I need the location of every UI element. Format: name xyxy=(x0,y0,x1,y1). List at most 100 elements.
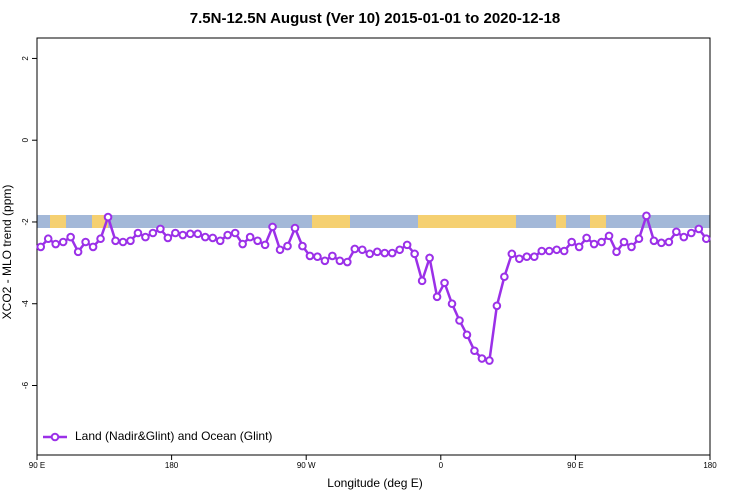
x-axis-label: Longitude (deg E) xyxy=(327,476,422,490)
data-point xyxy=(81,237,90,247)
data-point xyxy=(51,239,60,249)
data-point xyxy=(559,246,569,256)
data-point xyxy=(313,252,322,262)
x-tick-label: 90 E xyxy=(567,461,583,470)
data-point xyxy=(694,224,704,234)
data-point xyxy=(612,247,621,257)
data-point xyxy=(417,276,427,286)
data-point xyxy=(515,254,524,264)
data-point xyxy=(522,252,532,262)
data-point xyxy=(365,249,375,259)
data-point xyxy=(335,256,345,266)
data-point xyxy=(537,246,547,256)
data-point xyxy=(73,247,83,257)
x-tick-label: 180 xyxy=(703,461,717,470)
data-point xyxy=(141,232,150,242)
data-point xyxy=(290,223,300,233)
data-point xyxy=(66,232,75,242)
data-point xyxy=(156,224,165,234)
x-tick-label: 0 xyxy=(439,461,444,470)
data-point xyxy=(619,237,629,247)
data-point xyxy=(185,229,195,239)
data-point xyxy=(574,242,584,252)
data-point xyxy=(672,227,681,237)
data-point xyxy=(492,301,502,311)
data-point xyxy=(223,230,232,240)
data-point xyxy=(343,257,352,267)
data-point xyxy=(171,228,180,238)
data-point xyxy=(208,233,218,243)
chart-title: 7.5N-12.5N August (Ver 10) 2015-01-01 to… xyxy=(190,10,560,27)
data-point xyxy=(133,228,143,238)
data-point xyxy=(103,212,113,222)
data-point xyxy=(350,244,360,254)
legend-marker xyxy=(50,432,60,442)
data-point xyxy=(245,232,255,242)
data-point xyxy=(485,356,494,365)
data-point xyxy=(275,245,285,255)
data-point xyxy=(529,252,539,262)
y-tick-label: -2 xyxy=(21,218,30,226)
data-point xyxy=(215,236,225,246)
data-point xyxy=(500,272,509,282)
data-point xyxy=(357,245,367,255)
y-tick-label: 2 xyxy=(21,56,30,61)
legend-label: Land (Nadir&Glint) and Ocean (Glint) xyxy=(75,429,272,443)
data-point xyxy=(298,241,307,251)
data-point xyxy=(380,248,390,258)
x-tick-label: 90 W xyxy=(297,461,316,470)
data-point xyxy=(193,229,203,239)
data-point xyxy=(320,256,330,266)
data-point xyxy=(425,253,434,263)
data-point xyxy=(477,354,487,363)
data-point xyxy=(372,247,382,257)
data-point xyxy=(36,242,46,252)
data-point xyxy=(649,236,659,246)
data-point xyxy=(552,245,562,255)
y-axis-label: XCO2 - MLO trend (ppm) xyxy=(0,185,14,320)
data-point xyxy=(283,241,292,251)
data-point xyxy=(432,292,442,302)
data-point xyxy=(163,233,173,243)
data-point xyxy=(88,242,98,252)
data-point xyxy=(634,234,644,244)
data-point xyxy=(260,240,270,250)
data-point xyxy=(238,239,247,249)
data-point xyxy=(148,228,158,238)
data-point xyxy=(230,228,240,238)
land-ocean-strip xyxy=(37,215,710,228)
data-point xyxy=(597,237,606,247)
plot-frame xyxy=(36,37,711,456)
data-point xyxy=(43,234,53,244)
data-point xyxy=(58,237,68,247)
data-point xyxy=(178,230,188,240)
data-point xyxy=(462,330,472,340)
data-point xyxy=(447,299,457,309)
y-tick-label: 0 xyxy=(21,137,30,142)
data-point xyxy=(118,237,128,247)
data-point xyxy=(582,233,591,243)
data-point xyxy=(328,251,337,261)
data-point xyxy=(440,278,449,288)
data-point xyxy=(687,228,696,238)
data-point xyxy=(470,346,479,356)
data-point xyxy=(657,238,666,248)
x-tick-label: 180 xyxy=(165,461,179,470)
data-point xyxy=(679,232,689,242)
data-point xyxy=(455,316,464,325)
data-point xyxy=(664,237,674,247)
data-point xyxy=(589,239,599,249)
data-point xyxy=(627,242,636,252)
data-point xyxy=(544,246,554,256)
data-point xyxy=(268,222,277,232)
data-point xyxy=(402,240,412,250)
data-point xyxy=(253,236,262,246)
data-point xyxy=(96,234,105,244)
data-point xyxy=(604,231,614,241)
data-point xyxy=(305,251,315,261)
data-point xyxy=(387,248,397,258)
data-point xyxy=(507,249,517,259)
y-tick-label: -6 xyxy=(21,381,30,389)
x-tick-label: 90 E xyxy=(29,461,45,470)
